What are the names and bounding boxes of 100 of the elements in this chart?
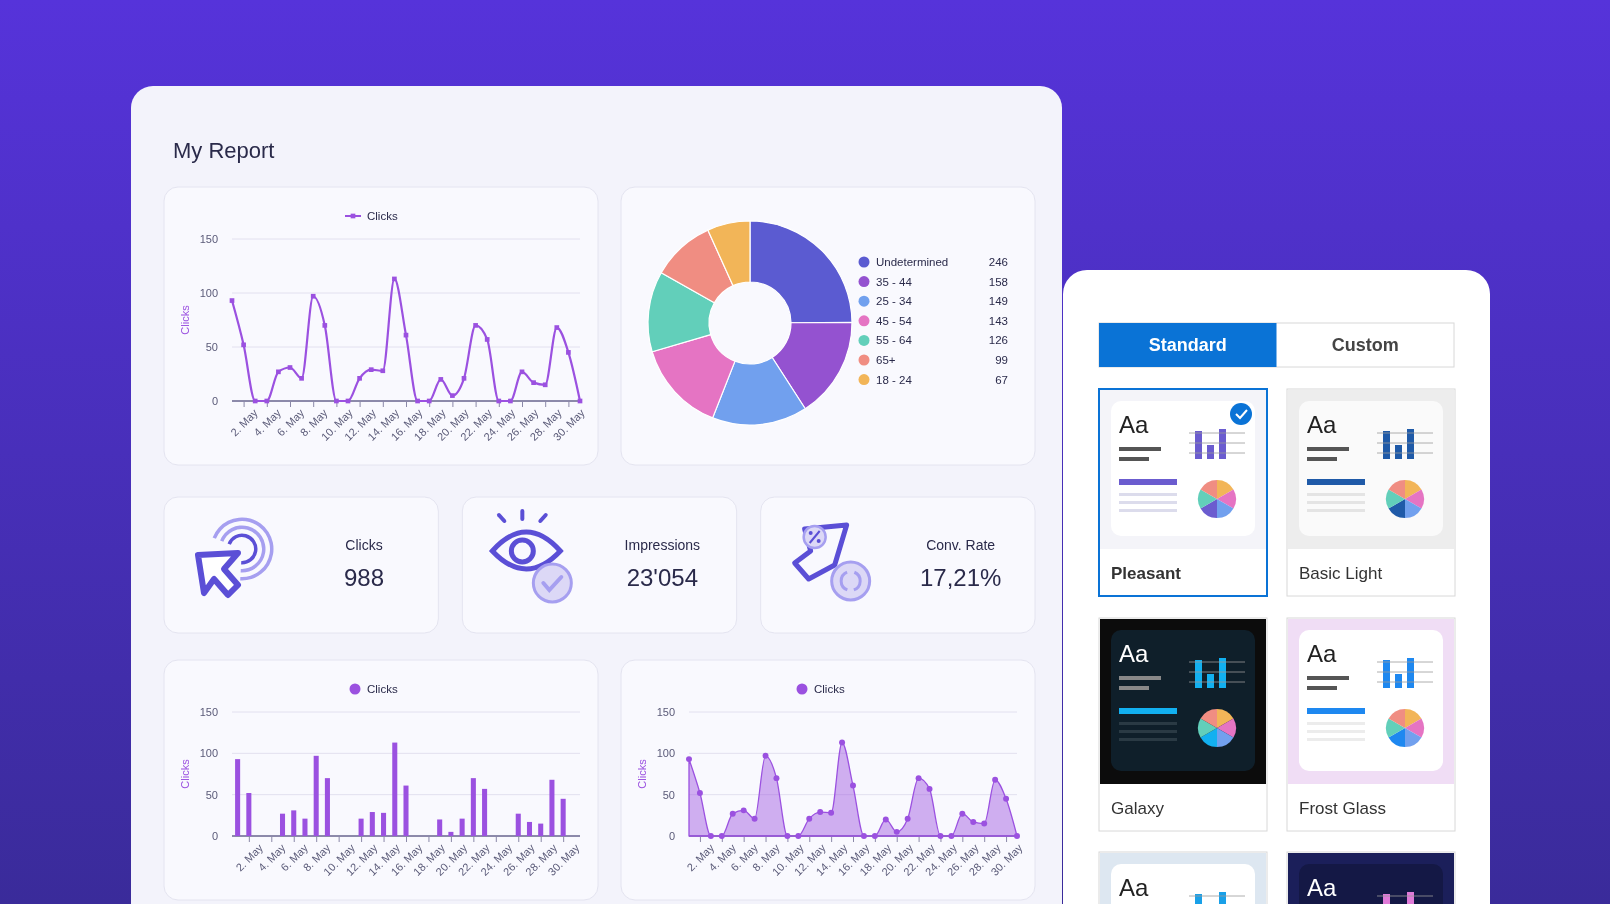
point — [322, 323, 328, 328]
point — [882, 816, 889, 823]
point — [893, 828, 900, 835]
y-tick-label: 50 — [662, 788, 675, 801]
point — [871, 833, 878, 839]
point — [937, 833, 944, 839]
point — [461, 375, 467, 381]
data-label: 99 — [995, 354, 1008, 366]
bar — [313, 755, 319, 836]
category-label: Galaxy — [1111, 799, 1165, 818]
point — [1003, 795, 1010, 802]
legend-label: 45 - 54 — [876, 314, 913, 327]
bar — [279, 813, 286, 836]
text: Aa — [1307, 640, 1337, 667]
point — [718, 833, 725, 839]
point — [806, 815, 813, 822]
category-label: Frost Glass — [1299, 799, 1386, 818]
point — [496, 398, 502, 404]
bar — [358, 818, 364, 836]
y-tick-label: 50 — [205, 788, 218, 801]
point — [1014, 833, 1020, 839]
data-label: 246 — [988, 256, 1008, 268]
bar — [403, 785, 409, 836]
text: Aa — [1307, 411, 1337, 438]
y-tick-label: 150 — [199, 706, 218, 719]
y-tick-label: 100 — [656, 747, 675, 760]
legend-label: 25 - 34 — [876, 295, 913, 308]
bar — [549, 779, 555, 836]
point — [696, 790, 703, 796]
point — [751, 815, 758, 822]
point — [773, 775, 780, 782]
point — [828, 809, 835, 816]
point — [762, 752, 769, 759]
y-axis-title: Clicks — [179, 304, 191, 335]
point — [839, 739, 846, 746]
category-label: Pleasant — [1111, 564, 1182, 583]
bar — [324, 778, 330, 836]
point — [915, 775, 922, 782]
point — [566, 350, 571, 355]
point — [519, 369, 525, 375]
bar — [392, 742, 398, 836]
point — [334, 398, 339, 404]
legend-label: Clicks — [367, 210, 398, 222]
point — [531, 380, 536, 385]
point — [817, 809, 824, 816]
point — [252, 398, 258, 404]
point — [229, 298, 235, 303]
text: Aa — [1119, 411, 1150, 438]
y-tick-label: 0 — [211, 830, 218, 843]
point — [850, 782, 856, 789]
bar — [448, 831, 454, 836]
text: Aa — [1307, 874, 1337, 901]
point — [970, 818, 977, 825]
bar — [560, 798, 566, 836]
y-tick-label: 150 — [656, 706, 675, 719]
bar — [369, 812, 375, 836]
data-label: 149 — [988, 295, 1008, 308]
point — [795, 833, 802, 839]
category-label: Impressions — [624, 537, 701, 553]
point — [473, 323, 478, 328]
text: 988 — [343, 564, 385, 591]
bar — [459, 818, 465, 836]
y-tick-label: 0 — [211, 395, 218, 408]
point — [740, 807, 747, 814]
point — [241, 342, 246, 348]
data-label: 126 — [988, 334, 1008, 347]
point — [948, 833, 955, 839]
legend-label: 55 - 64 — [876, 334, 913, 347]
bar — [302, 818, 308, 836]
point — [287, 365, 293, 370]
data-label: 143 — [988, 314, 1008, 327]
point — [380, 368, 386, 374]
y-tick-label: 100 — [199, 747, 218, 760]
category-label: Basic Light — [1299, 564, 1383, 583]
data-label: 67 — [995, 373, 1008, 386]
point — [729, 810, 736, 817]
category-label: Conv. Rate — [926, 537, 996, 553]
legend-label: Clicks — [367, 683, 398, 695]
category-label: Clicks — [345, 537, 383, 553]
bar — [235, 759, 241, 836]
y-tick-label: 100 — [199, 287, 218, 300]
point — [264, 398, 270, 404]
point — [707, 833, 714, 839]
bar — [381, 812, 387, 836]
bar — [246, 793, 252, 836]
point — [860, 833, 867, 839]
point — [508, 398, 513, 404]
point — [368, 367, 374, 373]
point — [542, 382, 548, 388]
y-axis-title: Clicks — [636, 758, 648, 789]
text: 23'054 — [626, 564, 698, 591]
point — [981, 820, 988, 827]
legend-label: 65+ — [876, 354, 896, 366]
y-tick-label: 0 — [668, 830, 675, 843]
point — [784, 833, 791, 839]
chart-title: My Report — [173, 138, 275, 163]
point — [310, 293, 316, 299]
point — [904, 815, 911, 822]
point — [959, 810, 966, 817]
bar — [538, 823, 544, 836]
